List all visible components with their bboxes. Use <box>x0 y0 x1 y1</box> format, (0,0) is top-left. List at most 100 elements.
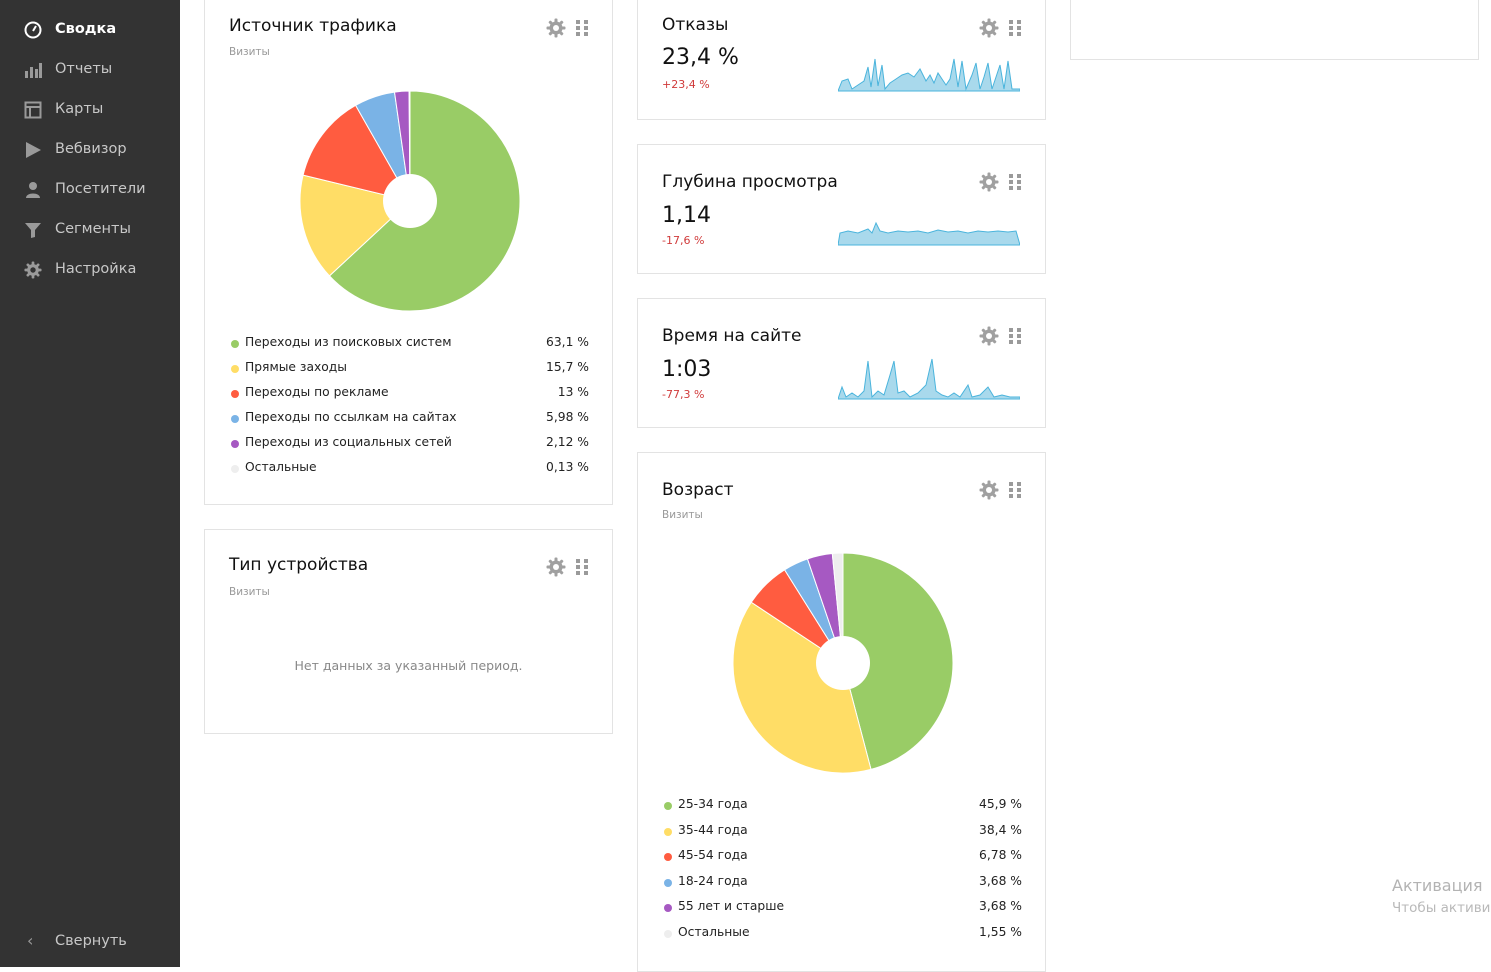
traffic-source-widget: Источник трафика Визиты Переходы из поис… <box>204 0 613 505</box>
sidebar-item-visitors[interactable]: Посетители <box>0 170 180 210</box>
drag-handle-icon[interactable] <box>576 559 588 575</box>
collapse-label: Свернуть <box>55 933 127 949</box>
legend-value: 3,68 % <box>979 899 1022 914</box>
legend-label: Остальные <box>678 925 750 939</box>
legend-item[interactable]: 25-34 года 45,9 % <box>662 797 1022 815</box>
legend-item[interactable]: Прямые заходы 15,7 % <box>229 360 589 378</box>
legend-item[interactable]: Переходы из социальных сетей 2,12 % <box>229 435 589 453</box>
map-icon <box>24 101 42 119</box>
filter-icon <box>25 223 41 238</box>
legend-color-dot <box>664 930 672 938</box>
time-sparkline <box>838 358 1020 400</box>
legend-label: Переходы из социальных сетей <box>245 435 452 449</box>
legend-value: 2,12 % <box>546 435 589 449</box>
widget-title: Тип устройства <box>229 555 369 575</box>
gear-icon[interactable] <box>979 326 999 346</box>
sidebar-item-label: Вебвизор <box>55 141 127 157</box>
sidebar-item-webvisor[interactable]: Вебвизор <box>0 130 180 170</box>
gear-icon[interactable] <box>979 172 999 192</box>
activation-watermark: Активация <box>1392 876 1483 895</box>
legend-value: 0,13 % <box>546 460 589 474</box>
legend-label: 18-24 года <box>678 873 748 888</box>
sidebar-item-summary[interactable]: Сводка <box>0 10 180 50</box>
legend-color-dot <box>664 878 672 887</box>
chevron-left-icon: ‹ <box>27 931 34 950</box>
legend-item[interactable]: 55 лет и старше 3,68 % <box>662 899 1022 917</box>
gear-icon[interactable] <box>979 18 999 38</box>
activation-watermark-sub: Чтобы активир <box>1392 900 1491 916</box>
legend-item[interactable]: Остальные 1,55 % <box>662 925 1022 943</box>
legend-item[interactable]: 45-54 года 6,78 % <box>662 848 1022 866</box>
legend-color-dot <box>231 365 239 373</box>
right-widget-partial <box>1070 0 1479 60</box>
pie-slice-5[interactable] <box>408 90 411 202</box>
pie-slice-1[interactable] <box>299 174 412 277</box>
drag-handle-icon[interactable] <box>1009 482 1021 498</box>
sidebar: Сводка Отчеты Карты Вебвизор Посетители <box>0 0 180 967</box>
legend-label: 45-54 года <box>678 848 748 863</box>
legend-color-dot <box>231 415 239 423</box>
pie-hole <box>383 174 437 228</box>
widget-subtitle: Визиты <box>229 46 270 58</box>
bounces-widget: Отказы 23,4 % +23,4 % <box>637 0 1046 120</box>
legend-item[interactable]: Переходы из поисковых систем 63,1 % <box>229 335 589 353</box>
pie-hole <box>816 636 870 690</box>
legend-item[interactable]: Переходы по рекламе 13 % <box>229 385 589 403</box>
drag-handle-icon[interactable] <box>1009 20 1021 36</box>
gear-icon[interactable] <box>546 557 566 577</box>
drag-handle-icon[interactable] <box>1009 174 1021 190</box>
pie-slice-5[interactable] <box>831 552 844 664</box>
sidebar-item-maps[interactable]: Карты <box>0 90 180 130</box>
drag-handle-icon[interactable] <box>1009 328 1021 344</box>
legend-item[interactable]: 18-24 года 3,68 % <box>662 874 1022 892</box>
legend-color-dot <box>664 853 672 862</box>
no-data-message: Нет данных за указанный период. <box>294 658 523 673</box>
legend-label: 35-44 года <box>678 822 748 837</box>
sidebar-item-reports[interactable]: Отчеты <box>0 50 180 90</box>
widget-title: Время на сайте <box>662 326 802 346</box>
legend-value: 3,68 % <box>979 873 1022 888</box>
sidebar-item-label: Карты <box>55 101 104 117</box>
legend-value: 1,55 % <box>979 925 1022 939</box>
sidebar-item-label: Сегменты <box>55 221 131 237</box>
user-icon <box>26 182 40 198</box>
legend-color-dot <box>664 904 672 913</box>
time-on-site-widget: Время на сайте 1:03 -77,3 % <box>637 298 1046 428</box>
traffic-pie-chart <box>299 90 521 312</box>
drag-handle-icon[interactable] <box>576 20 588 36</box>
metric-delta: +23,4 % <box>662 78 710 91</box>
sidebar-item-segments[interactable]: Сегменты <box>0 210 180 250</box>
depth-widget: Глубина просмотра 1,14 -17,6 % <box>637 144 1046 274</box>
sidebar-item-settings[interactable]: Настройка <box>0 250 180 290</box>
pie-slice-1[interactable] <box>732 601 872 774</box>
collapse-sidebar-button[interactable]: ‹ Свернуть <box>0 922 180 962</box>
age-widget: Возраст Визиты 25-34 года 45,9 % 35-44 год… <box>637 452 1046 972</box>
metric-value: 1,14 <box>662 203 711 228</box>
legend-label: Переходы по рекламе <box>245 385 389 399</box>
legend-color-dot <box>231 440 239 448</box>
metric-delta: -77,3 % <box>662 388 705 401</box>
bar-chart-icon <box>25 63 42 78</box>
metric-delta: -17,6 % <box>662 234 705 247</box>
metric-value: 1:03 <box>662 357 712 382</box>
play-icon <box>26 142 41 158</box>
legend-value: 38,4 % <box>979 822 1022 837</box>
pie-slice-2[interactable] <box>302 104 412 202</box>
legend-value: 6,78 % <box>979 848 1022 863</box>
legend-item[interactable]: Остальные 0,13 % <box>229 460 589 478</box>
legend-value: 15,7 % <box>546 360 589 374</box>
legend-color-dot <box>664 827 672 836</box>
legend-label: Остальные <box>245 460 317 474</box>
widget-title: Источник трафика <box>229 16 397 36</box>
pie-slice-0[interactable] <box>842 552 954 770</box>
widget-title: Возраст <box>662 480 734 500</box>
widget-subtitle: Визиты <box>229 586 270 598</box>
widget-title: Глубина просмотра <box>662 172 838 192</box>
widget-title: Отказы <box>662 15 729 35</box>
gear-icon[interactable] <box>546 18 566 38</box>
gear-icon[interactable] <box>979 480 999 500</box>
legend-item[interactable]: 35-44 года 38,4 % <box>662 823 1022 841</box>
legend-label: Переходы из поисковых систем <box>245 335 452 349</box>
legend-item[interactable]: Переходы по ссылкам на сайтах 5,98 % <box>229 410 589 428</box>
bounces-sparkline <box>838 58 1020 92</box>
